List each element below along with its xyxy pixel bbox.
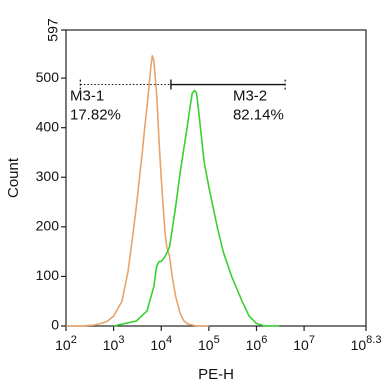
y-tick-label: 300 — [36, 168, 60, 184]
gate-label: M3-2 — [233, 88, 267, 105]
x-tick-label: 107 — [293, 334, 315, 353]
x-tick-label: 103 — [103, 334, 125, 353]
gate-label: M3-1 — [70, 88, 104, 105]
histogram-series-1 — [66, 54, 209, 327]
x-tick-label: 106 — [246, 334, 268, 353]
x-axis-label: PE-H — [198, 366, 234, 383]
y-tick-label: 0 — [51, 317, 59, 333]
y-tick-label: 400 — [36, 118, 60, 134]
gate-percent: 17.82% — [70, 107, 121, 124]
y-tick-label: 200 — [36, 218, 60, 234]
x-tick-label: 108.3 — [351, 334, 382, 353]
y-tick-label: 597 — [45, 18, 61, 42]
y-axis-label: Count — [5, 157, 22, 198]
y-axis-ticks: 0 100 200 300 400 500 597 — [36, 18, 66, 333]
x-tick-label: 102 — [55, 334, 77, 353]
histogram-series-2 — [113, 89, 280, 327]
y-tick-label: 100 — [36, 267, 60, 283]
series-layer — [66, 54, 280, 327]
x-tick-label: 105 — [198, 334, 220, 353]
gate-layer: M3-1 17.82% M3-2 82.14% — [70, 79, 286, 124]
x-axis-ticks: 102 103 104 105 106 107 108.3 — [55, 326, 381, 353]
plot-frame — [65, 29, 367, 327]
y-tick-label: 500 — [36, 69, 60, 85]
gate-percent: 82.14% — [233, 107, 284, 124]
x-tick-label: 104 — [150, 334, 172, 353]
